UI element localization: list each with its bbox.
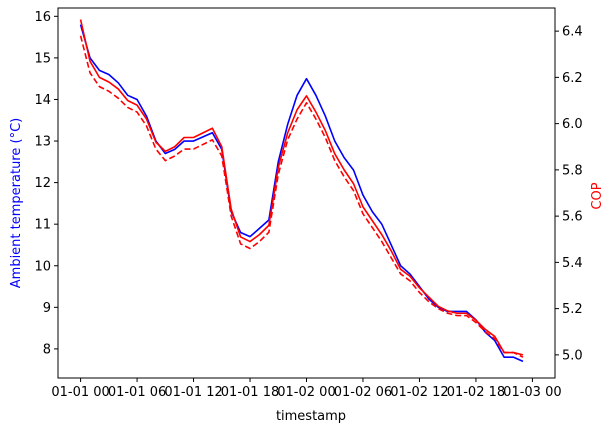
plot-frame (57, 7, 556, 379)
y-right-tick-label: 6.2 (562, 71, 583, 86)
x-tick-label: 01-01 06 (108, 385, 166, 400)
x-tick-label: 01-02 12 (390, 385, 448, 400)
y-right-tick-label: 5.0 (562, 348, 583, 363)
series-layer (79, 19, 524, 363)
y-left-tick-label: 15 (34, 51, 51, 66)
series-line-temperature (79, 24, 524, 363)
y-left-tick-label: 13 (34, 135, 51, 150)
y-left-tick-label: 11 (34, 218, 51, 233)
x-tick-label: 01-02 18 (447, 385, 505, 400)
y-right-tick-label: 6.4 (562, 25, 583, 40)
y-left-tick-label: 12 (34, 176, 51, 191)
x-tick-label: 01-02 00 (277, 385, 335, 400)
y-right-tick-label: 5.8 (562, 163, 583, 178)
y-axis-right-title: COP (590, 182, 605, 209)
x-tick-label: 01-01 00 (51, 385, 109, 400)
y-axis-left-title: Ambient temperature (°C) (9, 118, 24, 288)
series-line-cop (79, 19, 524, 356)
y-left-tick-label: 8 (43, 342, 51, 357)
y-left-tick-label: 16 (34, 10, 51, 25)
x-tick-label: 01-01 12 (164, 385, 222, 400)
x-tick-label: 01-01 18 (221, 385, 279, 400)
x-tick-label: 01-02 06 (334, 385, 392, 400)
y-right-tick-label: 5.6 (562, 210, 583, 225)
y-right-tick-label: 6.0 (562, 117, 583, 132)
y-right-tick-label: 5.4 (562, 256, 583, 271)
x-axis-title: timestamp (276, 409, 346, 424)
y-left-tick-label: 10 (34, 259, 51, 274)
y-left-tick-label: 14 (34, 93, 51, 108)
y-left-tick-label: 9 (43, 301, 51, 316)
y-right-tick-label: 5.2 (562, 302, 583, 317)
series-line-cop-dashed (79, 35, 524, 358)
plot-border (57, 7, 556, 379)
x-tick-label: 01-03 00 (503, 385, 561, 400)
